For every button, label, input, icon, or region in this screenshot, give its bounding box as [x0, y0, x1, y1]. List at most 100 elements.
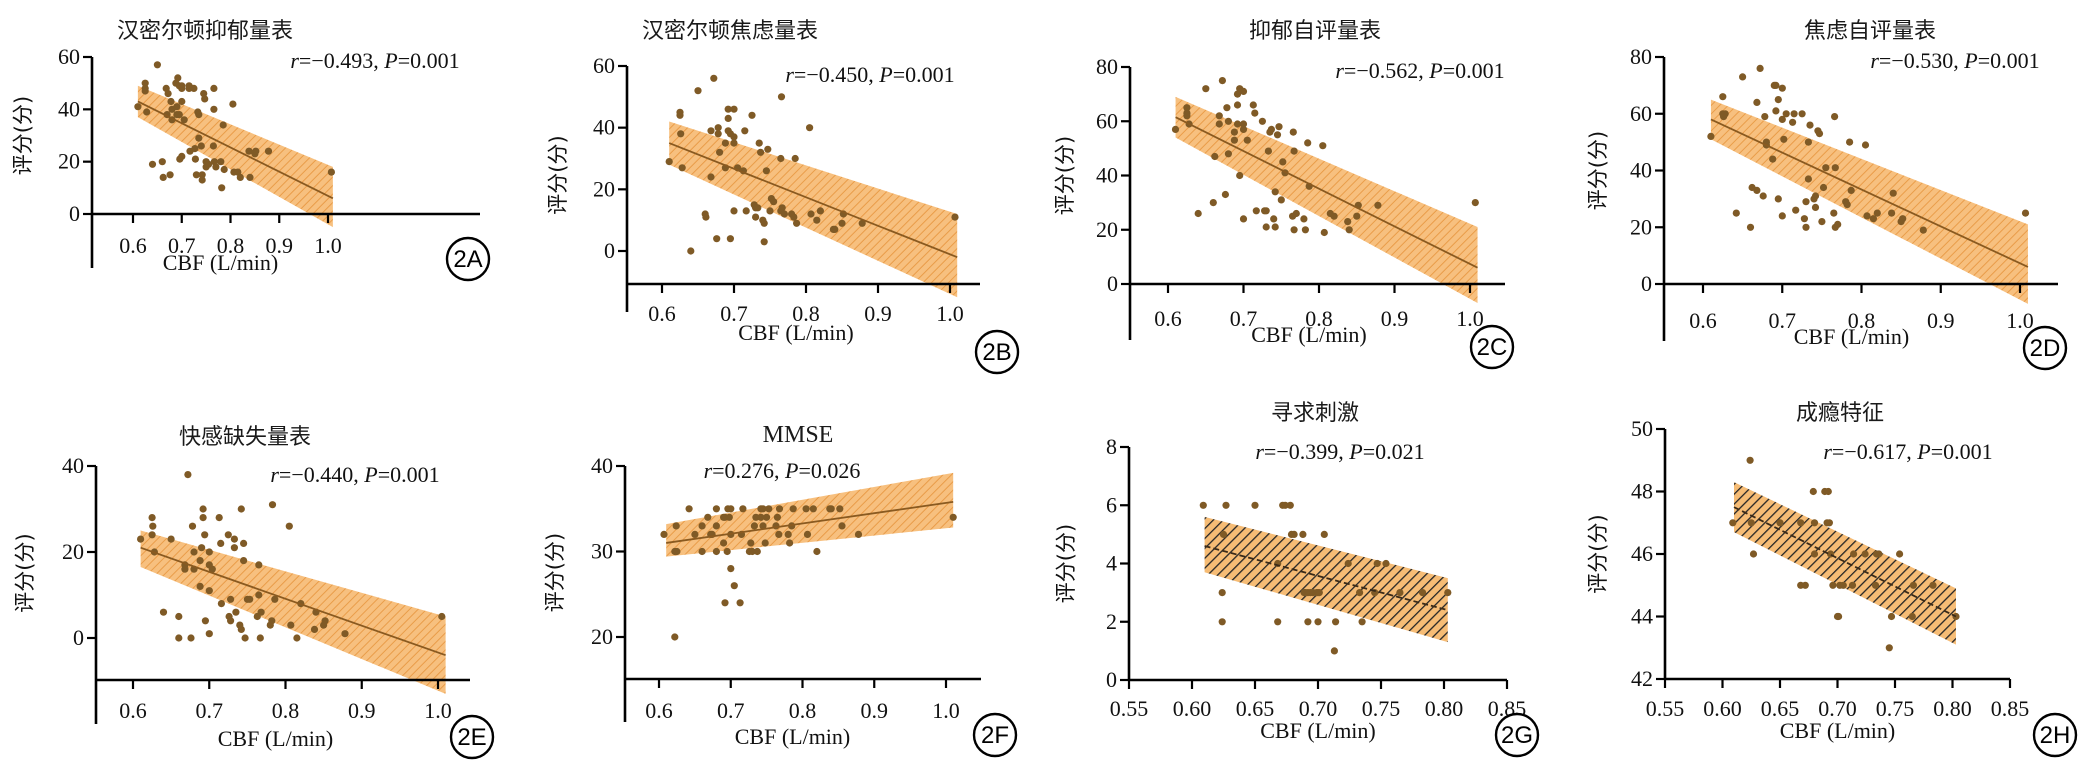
data-point	[1885, 644, 1893, 652]
data-point	[158, 158, 166, 166]
data-point	[1330, 647, 1338, 655]
data-point	[1444, 589, 1452, 597]
data-point	[1707, 132, 1715, 140]
data-point	[707, 127, 715, 135]
data-point	[198, 544, 206, 552]
data-point	[723, 547, 731, 556]
data-point	[1869, 215, 1877, 223]
scatter-points	[1707, 64, 2030, 234]
data-point	[208, 565, 216, 573]
data-point	[1778, 212, 1786, 220]
data-point	[167, 535, 175, 543]
data-point	[1251, 109, 1259, 117]
data-point	[1919, 226, 1927, 234]
chart-title: 快感缺失量表	[179, 425, 311, 450]
data-point	[201, 531, 209, 539]
data-point	[217, 600, 225, 608]
data-point	[1815, 130, 1824, 138]
data-point	[224, 531, 232, 539]
data-point	[1330, 212, 1338, 220]
chart-title: 成瘾特征	[1796, 401, 1884, 426]
data-point	[1798, 110, 1806, 118]
y-tick-label: 4	[1106, 551, 1117, 576]
data-point	[1831, 113, 1839, 121]
y-tick-label: 42	[1631, 666, 1653, 691]
data-point	[287, 621, 295, 629]
r-symbol: r	[270, 462, 279, 487]
data-point	[1258, 117, 1266, 125]
data-point	[184, 471, 192, 479]
chart-panel-2d: 焦虑自评量表 0 20 40 60 80 0.6 0.7 0.8 0.9 1.0 CBF (L/min…	[1586, 19, 2068, 371]
data-point	[784, 530, 792, 539]
data-point	[1286, 501, 1294, 509]
data-point	[246, 595, 254, 603]
data-point	[713, 235, 721, 243]
p-symbol: P	[1428, 58, 1442, 83]
data-point	[747, 539, 755, 547]
x-tick-label: 0.7	[1230, 306, 1258, 331]
data-point	[1753, 98, 1761, 106]
correlation-annotation: r=0.276, P=0.026	[704, 458, 861, 483]
data-point	[1830, 209, 1838, 217]
y-axis-title: 评分(分)	[1054, 524, 1078, 603]
data-point	[678, 164, 686, 172]
badge-circle	[449, 714, 495, 760]
data-point	[1756, 64, 1764, 72]
x-tick-label: 0.55	[1646, 696, 1685, 721]
data-point	[240, 557, 248, 565]
data-point	[777, 93, 786, 101]
data-point	[1887, 612, 1896, 621]
data-point	[761, 539, 769, 547]
y-axis-title: 评分(分)	[1053, 136, 1077, 215]
x-tick-label: 0.6	[1154, 306, 1182, 331]
p-value: =0.001	[378, 462, 440, 487]
scatter-points	[134, 61, 335, 192]
scatter-points	[137, 471, 446, 642]
p-symbol: P	[1916, 439, 1930, 464]
y-tick-label: 60	[593, 53, 615, 78]
data-point	[1239, 125, 1248, 133]
data-point	[192, 171, 200, 179]
y-tick-label: 0	[69, 201, 80, 226]
confidence-band	[140, 530, 446, 694]
x-tick-label: 0.7	[168, 233, 196, 258]
data-point	[1739, 73, 1747, 81]
data-point	[951, 213, 959, 221]
data-point	[1224, 150, 1232, 158]
correlation-annotation: r=−0.399, P=0.021	[1255, 439, 1424, 464]
chart-title: 汉密尔顿焦虑量表	[642, 19, 818, 44]
data-point	[438, 612, 446, 621]
scatter-points	[1199, 501, 1452, 655]
x-tick-label: 0.9	[266, 233, 294, 258]
r-value: =−0.450,	[794, 62, 879, 87]
data-point	[1834, 220, 1842, 228]
r-symbol: r	[290, 48, 299, 73]
panel-label: 2E	[457, 724, 486, 751]
y-tick-label: 80	[1630, 44, 1652, 69]
data-point	[198, 171, 206, 179]
data-point	[1782, 110, 1790, 118]
data-point	[702, 213, 710, 221]
x-tick-label: 0.60	[1173, 696, 1212, 721]
p-symbol: P	[1963, 48, 1977, 73]
data-point	[789, 505, 797, 513]
y-tick-label: 40	[62, 453, 84, 478]
data-point	[727, 565, 735, 573]
chart-panel-2c: 抑郁自评量表 0 20 40 60 80 0.6 0.7 0.8 0.9 1.0 CBF (L/min…	[1053, 19, 1515, 370]
panel-label-badge: 2F	[972, 712, 1018, 758]
data-point	[1875, 550, 1883, 558]
data-point	[1215, 120, 1223, 128]
data-point	[1320, 530, 1328, 539]
data-point	[1829, 581, 1837, 589]
panel-label-badge: 2A	[445, 236, 491, 282]
data-point	[1848, 581, 1857, 589]
data-point	[753, 547, 761, 556]
data-point	[1811, 203, 1820, 211]
data-point	[1929, 581, 1937, 589]
r-symbol: r	[704, 458, 713, 483]
p-value: =0.026	[799, 458, 861, 483]
data-point	[1315, 589, 1323, 597]
data-point	[1839, 581, 1847, 589]
